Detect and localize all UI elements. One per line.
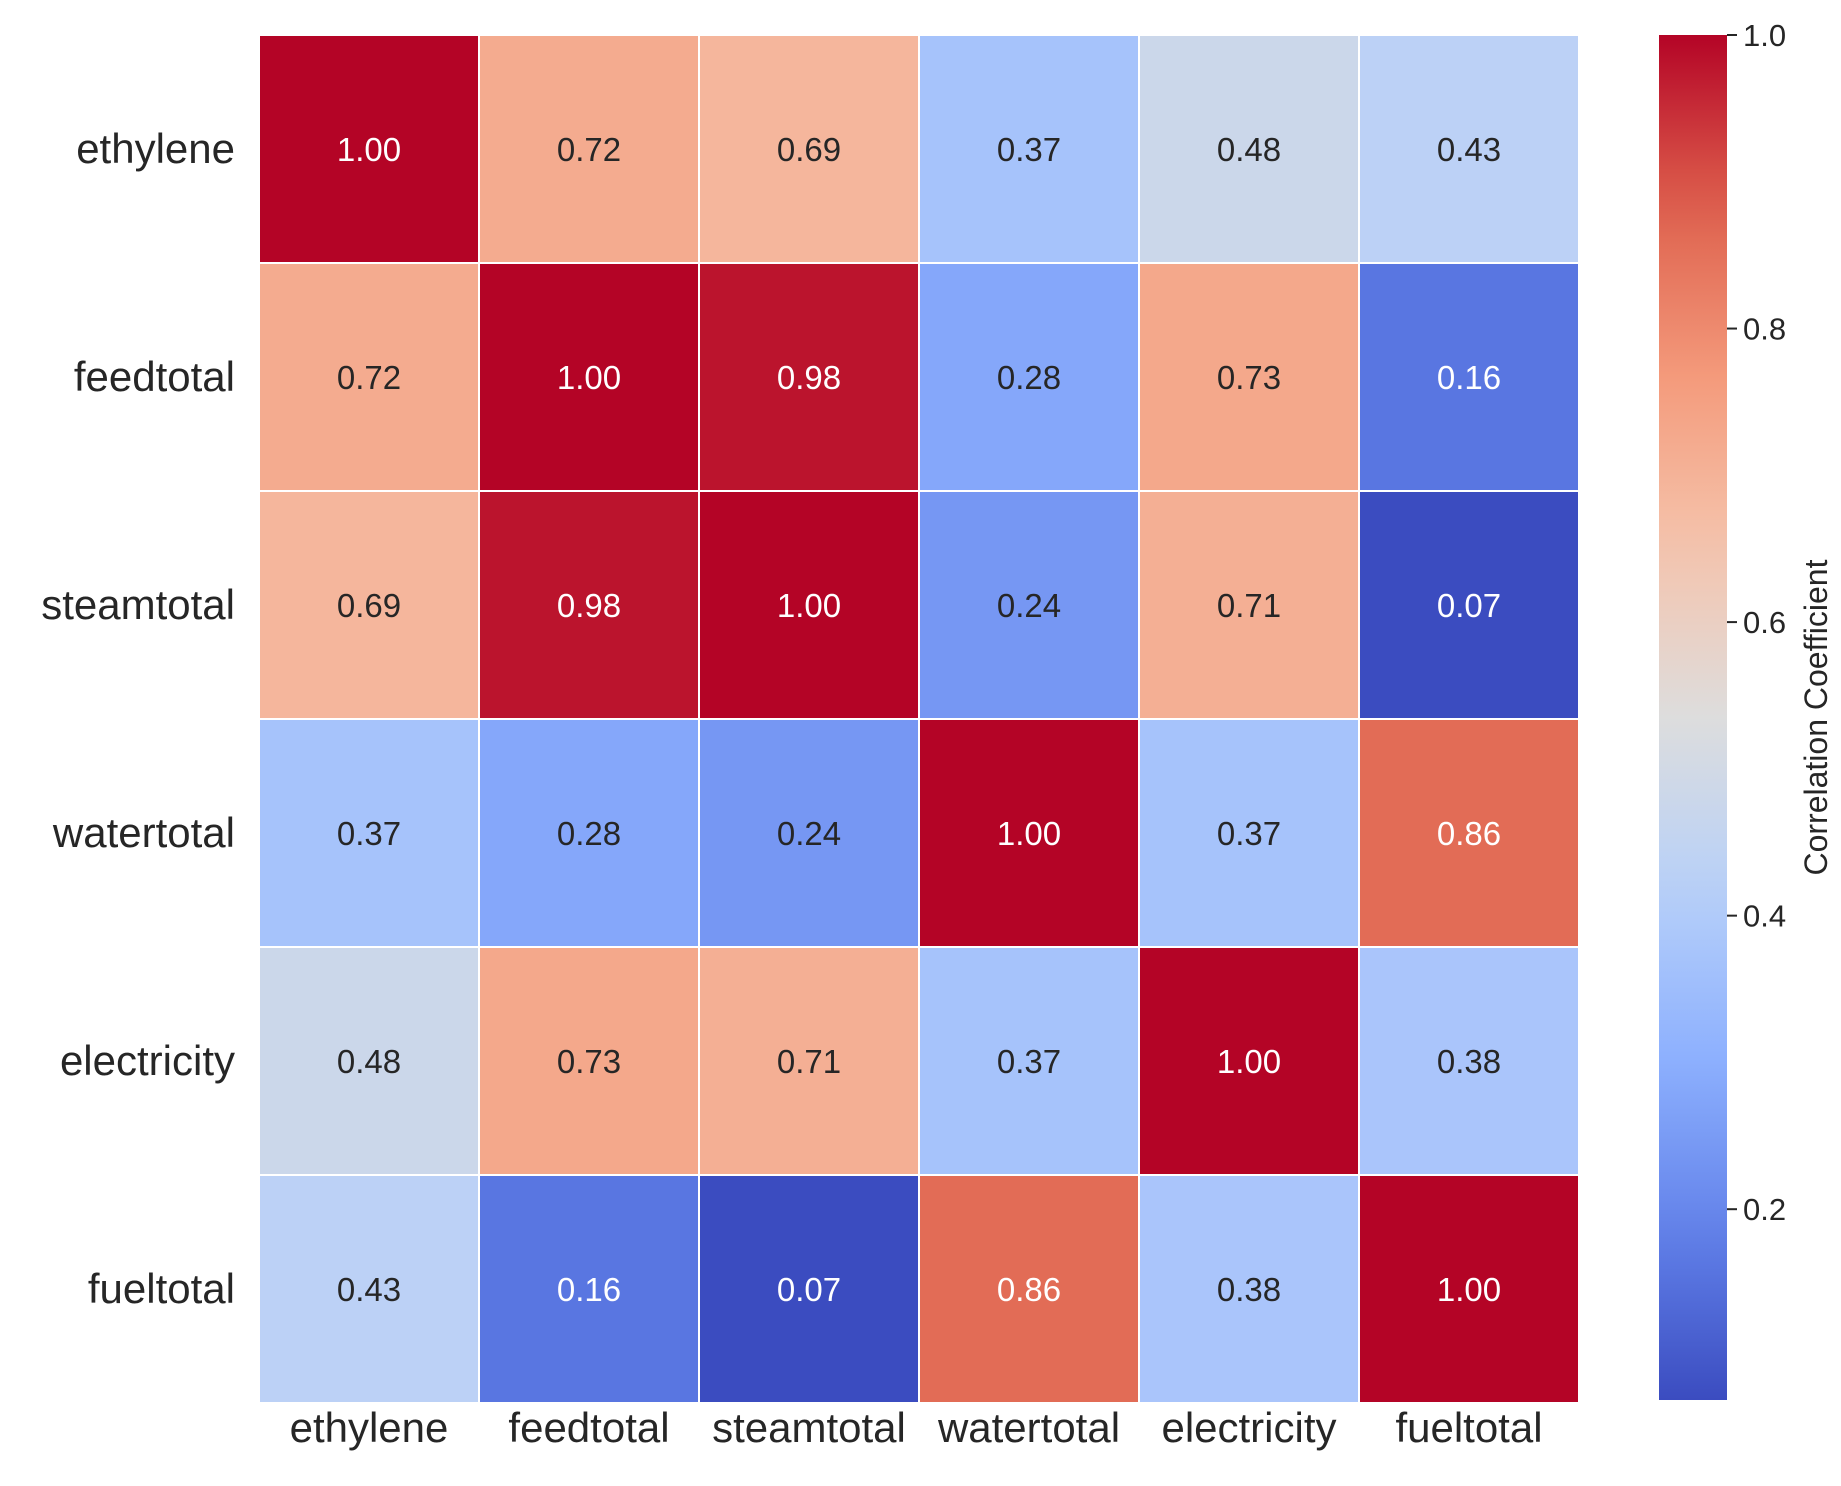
cell-value-label: 1.00 xyxy=(997,815,1061,852)
heatmap-cell-watertotal-fueltotal xyxy=(1358,718,1580,948)
heatmap-cell-steamtotal-watertotal xyxy=(918,490,1140,720)
colorbar-ticks: 0.2 0.4 0.6 0.8 1.0 xyxy=(1727,18,1786,1227)
row-label-electricity: electricity xyxy=(60,1037,235,1084)
cell-value-label: 0.86 xyxy=(1437,815,1501,852)
heatmap-cell-electricity-fueltotal xyxy=(1358,946,1580,1176)
cell-value-label: 0.07 xyxy=(777,1271,841,1308)
heatmap-cell-steamtotal-ethylene xyxy=(258,490,480,720)
cell-value-label: 0.16 xyxy=(557,1271,621,1308)
cell-value-label: 0.72 xyxy=(337,359,401,396)
cell-value-label: 1.00 xyxy=(1217,1043,1281,1080)
cell-value-label: 0.37 xyxy=(1217,815,1281,852)
cell-value-label: 0.48 xyxy=(1217,131,1281,168)
cell-value-label: 0.69 xyxy=(777,131,841,168)
cell-value-label: 1.00 xyxy=(557,359,621,396)
cell-value-label: 1.00 xyxy=(777,587,841,624)
cell-value-label: 0.98 xyxy=(777,359,841,396)
colorbar-gradient-bar xyxy=(1659,35,1727,1400)
row-label-fueltotal: fueltotal xyxy=(88,1265,235,1312)
heatmap-cell-ethylene-feedtotal xyxy=(478,34,700,264)
heatmap-cell-ethylene-steamtotal xyxy=(698,34,920,264)
heatmap-cell-electricity-watertotal xyxy=(918,946,1140,1176)
row-label-feedtotal: feedtotal xyxy=(74,353,235,400)
cell-value-label: 0.28 xyxy=(557,815,621,852)
heatmap-cell-electricity-steamtotal xyxy=(698,946,920,1176)
heatmap-cell-steamtotal-fueltotal xyxy=(1358,490,1580,720)
cell-value-label: 0.72 xyxy=(557,131,621,168)
heatmap-cell-electricity-ethylene xyxy=(258,946,480,1176)
heatmap-cell-feedtotal-watertotal xyxy=(918,262,1140,492)
cell-value-label: 0.43 xyxy=(1437,131,1501,168)
cell-value-label: 0.86 xyxy=(997,1271,1061,1308)
cell-value-label: 0.71 xyxy=(1217,587,1281,624)
cell-value-label: 0.73 xyxy=(557,1043,621,1080)
cell-value-label: 0.43 xyxy=(337,1271,401,1308)
column-label-steamtotal: steamtotal xyxy=(712,1404,906,1451)
heatmap-cell-fueltotal-watertotal xyxy=(918,1174,1140,1404)
colorbar-label: Correlation Coefficient xyxy=(1798,559,1834,875)
heatmap-cell-ethylene-watertotal xyxy=(918,34,1140,264)
cell-value-label: 0.71 xyxy=(777,1043,841,1080)
colorbar-tick-label: 0.8 xyxy=(1743,312,1786,347)
column-labels: ethylene feedtotal steamtotal watertotal ele… xyxy=(290,1404,1543,1451)
row-label-steamtotal: steamtotal xyxy=(41,581,235,628)
colorbar-tick-label: 1.0 xyxy=(1743,18,1786,53)
heatmap-cell-labels: 1.00 0.72 0.69 0.37 0.48 0.43 0.72 1.00 0.98 0.28… xyxy=(337,131,1501,1308)
colorbar-tick-label: 0.4 xyxy=(1743,899,1786,934)
heatmap-cell-watertotal-watertotal xyxy=(918,718,1140,948)
cell-value-label: 0.24 xyxy=(997,587,1061,624)
heatmap-cell-watertotal-steamtotal xyxy=(698,718,920,948)
column-label-feedtotal: feedtotal xyxy=(508,1404,669,1451)
cell-value-label: 1.00 xyxy=(337,131,401,168)
heatmap-cell-steamtotal-electricity xyxy=(1138,490,1360,720)
heatmap-cell-steamtotal-steamtotal xyxy=(698,490,920,720)
heatmap-cell-feedtotal-feedtotal xyxy=(478,262,700,492)
cell-value-label: 0.48 xyxy=(337,1043,401,1080)
heatmap-cell-fueltotal-electricity xyxy=(1138,1174,1360,1404)
column-label-watertotal: watertotal xyxy=(937,1404,1120,1451)
heatmap-cell-fueltotal-ethylene xyxy=(258,1174,480,1404)
cell-value-label: 1.00 xyxy=(1437,1271,1501,1308)
colorbar: 0.2 0.4 0.6 0.8 1.0 Correlation Coefficient xyxy=(1659,18,1834,1400)
column-label-electricity: electricity xyxy=(1161,1404,1336,1451)
cell-value-label: 0.37 xyxy=(337,815,401,852)
row-label-watertotal: watertotal xyxy=(52,809,235,856)
heatmap-cell-feedtotal-fueltotal xyxy=(1358,262,1580,492)
row-labels: ethylene feedtotal steamtotal watertotal ele… xyxy=(41,125,235,1312)
column-label-fueltotal: fueltotal xyxy=(1395,1404,1542,1451)
heatmap-cell-electricity-electricity xyxy=(1138,946,1360,1176)
column-label-ethylene: ethylene xyxy=(290,1404,449,1451)
cell-value-label: 0.07 xyxy=(1437,587,1501,624)
heatmap-cell-ethylene-fueltotal xyxy=(1358,34,1580,264)
colorbar-tick-label: 0.2 xyxy=(1743,1192,1786,1227)
cell-value-label: 0.24 xyxy=(777,815,841,852)
cell-value-label: 0.69 xyxy=(337,587,401,624)
cell-value-label: 0.98 xyxy=(557,587,621,624)
heatmap-cell-fueltotal-fueltotal xyxy=(1358,1174,1580,1404)
heatmap-cell-steamtotal-feedtotal xyxy=(478,490,700,720)
cell-value-label: 0.38 xyxy=(1437,1043,1501,1080)
cell-value-label: 0.73 xyxy=(1217,359,1281,396)
colorbar-tick-label: 0.6 xyxy=(1743,605,1786,640)
heatmap-cell-watertotal-ethylene xyxy=(258,718,480,948)
heatmap-cell-ethylene-electricity xyxy=(1138,34,1360,264)
cell-value-label: 0.28 xyxy=(997,359,1061,396)
heatmap-cell-watertotal-electricity xyxy=(1138,718,1360,948)
cell-value-label: 0.16 xyxy=(1437,359,1501,396)
heatmap-cell-ethylene-ethylene xyxy=(258,34,480,264)
cell-value-label: 0.38 xyxy=(1217,1271,1281,1308)
heatmap-cell-watertotal-feedtotal xyxy=(478,718,700,948)
heatmap-cells xyxy=(258,34,1580,1404)
cell-value-label: 0.37 xyxy=(997,131,1061,168)
row-label-ethylene: ethylene xyxy=(76,125,235,172)
cell-value-label: 0.37 xyxy=(997,1043,1061,1080)
